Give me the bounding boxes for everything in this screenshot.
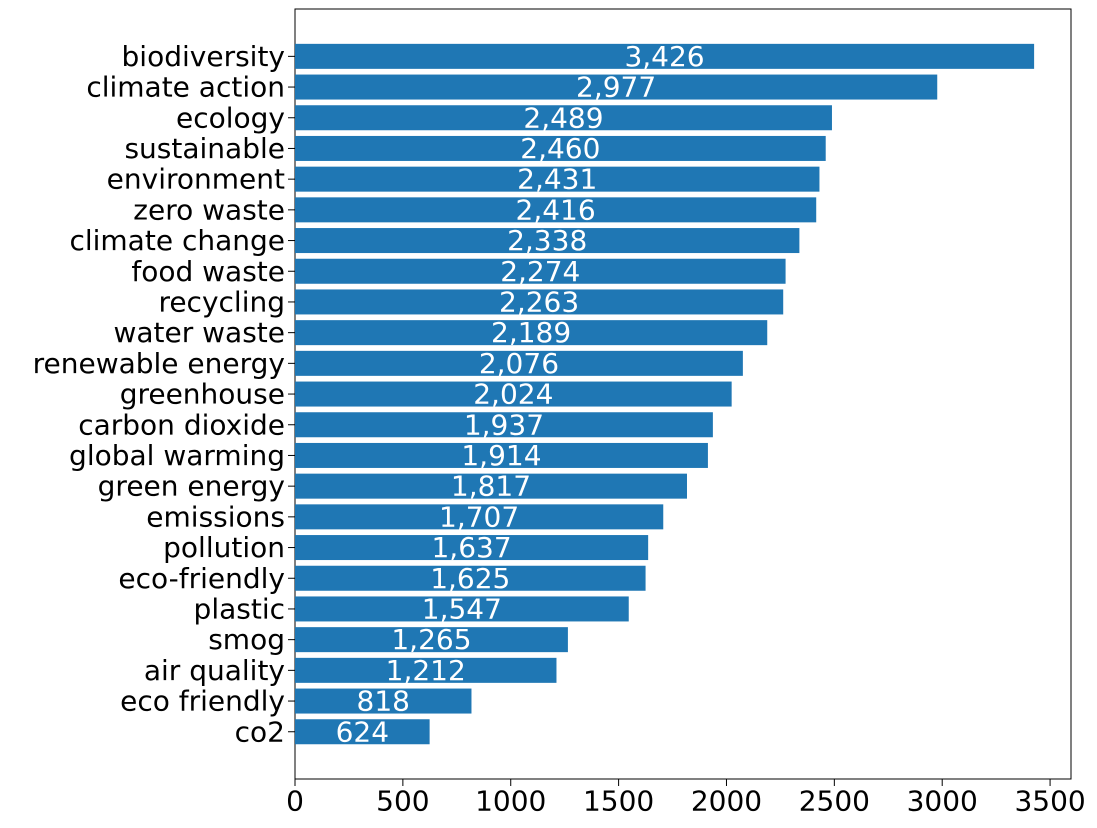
bar-16 bbox=[295, 535, 649, 561]
data-label: 2,416 bbox=[516, 193, 596, 226]
x-tick-label: 3500 bbox=[1014, 785, 1085, 818]
data-label: 2,977 bbox=[576, 71, 656, 104]
x-axis: 0 500 1000 1500 2000 2500 3000 3500 bbox=[286, 779, 1086, 818]
y-tick-label: climate change bbox=[69, 224, 285, 257]
data-label: 1,914 bbox=[461, 439, 541, 472]
y-tick-label: climate action bbox=[86, 71, 285, 104]
bar-14 bbox=[295, 473, 687, 499]
data-label: 2,263 bbox=[499, 285, 579, 318]
data-labels-group: 3,4262,9772,4892,4602,4312,4162,3382,274… bbox=[336, 40, 705, 748]
x-tick-label: 2000 bbox=[691, 785, 762, 818]
data-label: 1,212 bbox=[386, 654, 466, 687]
bar-10 bbox=[295, 350, 743, 376]
data-label: 2,338 bbox=[507, 224, 587, 257]
bar-8 bbox=[295, 289, 784, 315]
x-tick-label: 3000 bbox=[907, 785, 978, 818]
y-tick-label: water waste bbox=[113, 316, 285, 349]
data-label: 818 bbox=[357, 685, 410, 718]
data-label: 2,431 bbox=[517, 163, 597, 196]
y-tick-label: co2 bbox=[235, 715, 285, 748]
bar-2 bbox=[295, 105, 832, 131]
bar-21 bbox=[295, 688, 472, 714]
y-tick-label: ecology bbox=[176, 101, 285, 134]
data-label: 2,189 bbox=[491, 316, 571, 349]
bar-7 bbox=[295, 258, 786, 284]
y-tick-label: environment bbox=[107, 163, 285, 196]
y-tick-label: pollution bbox=[163, 531, 285, 564]
bar-11 bbox=[295, 381, 732, 407]
data-label: 1,707 bbox=[439, 500, 519, 533]
y-tick-label: biodiversity bbox=[122, 40, 285, 73]
data-label: 1,265 bbox=[391, 623, 471, 656]
x-tick-label: 500 bbox=[376, 785, 429, 818]
y-tick-label: recycling bbox=[158, 285, 285, 318]
bar-17 bbox=[295, 565, 646, 591]
y-tick-label: green energy bbox=[98, 470, 285, 503]
bars-group bbox=[295, 43, 1035, 745]
data-label: 2,489 bbox=[523, 101, 603, 134]
data-label: 624 bbox=[336, 715, 389, 748]
bar-6 bbox=[295, 228, 800, 254]
bar-3 bbox=[295, 135, 826, 161]
x-tick-label: 2500 bbox=[799, 785, 870, 818]
y-tick-label: food waste bbox=[131, 255, 285, 288]
bar-18 bbox=[295, 596, 629, 622]
bar-5 bbox=[295, 197, 817, 223]
data-label: 1,817 bbox=[451, 470, 531, 503]
y-tick-label: zero waste bbox=[133, 193, 285, 226]
data-label: 2,024 bbox=[473, 378, 553, 411]
x-tick-label: 1500 bbox=[583, 785, 654, 818]
bar-13 bbox=[295, 442, 708, 468]
y-tick-label: air quality bbox=[144, 654, 285, 687]
bar-19 bbox=[295, 627, 568, 653]
y-tick-label: carbon dioxide bbox=[78, 408, 285, 441]
data-label: 1,937 bbox=[464, 408, 544, 441]
data-label: 1,625 bbox=[430, 562, 510, 595]
data-label: 2,076 bbox=[479, 347, 559, 380]
y-tick-label: greenhouse bbox=[120, 378, 285, 411]
data-label: 1,637 bbox=[431, 531, 511, 564]
y-tick-label: global warming bbox=[69, 439, 285, 472]
bar-22 bbox=[295, 719, 430, 745]
y-tick-label: emissions bbox=[146, 500, 285, 533]
bar-12 bbox=[295, 412, 713, 438]
y-tick-label: plastic bbox=[194, 592, 285, 625]
bar-1 bbox=[295, 74, 938, 100]
bar-4 bbox=[295, 166, 820, 192]
bar-0 bbox=[295, 43, 1035, 69]
y-tick-label: smog bbox=[208, 623, 285, 656]
y-tick-label: renewable energy bbox=[33, 347, 285, 380]
bar-15 bbox=[295, 504, 664, 530]
bar-20 bbox=[295, 657, 557, 683]
data-label: 1,547 bbox=[422, 592, 502, 625]
x-tick-label: 1000 bbox=[475, 785, 546, 818]
x-tick-label: 0 bbox=[286, 785, 304, 818]
data-label: 2,460 bbox=[520, 132, 600, 165]
y-tick-label: sustainable bbox=[124, 132, 285, 165]
bar-9 bbox=[295, 320, 768, 346]
data-label: 3,426 bbox=[624, 40, 704, 73]
y-tick-label: eco-friendly bbox=[118, 562, 285, 595]
data-label: 2,274 bbox=[500, 255, 580, 288]
y-tick-label: eco friendly bbox=[120, 685, 285, 718]
